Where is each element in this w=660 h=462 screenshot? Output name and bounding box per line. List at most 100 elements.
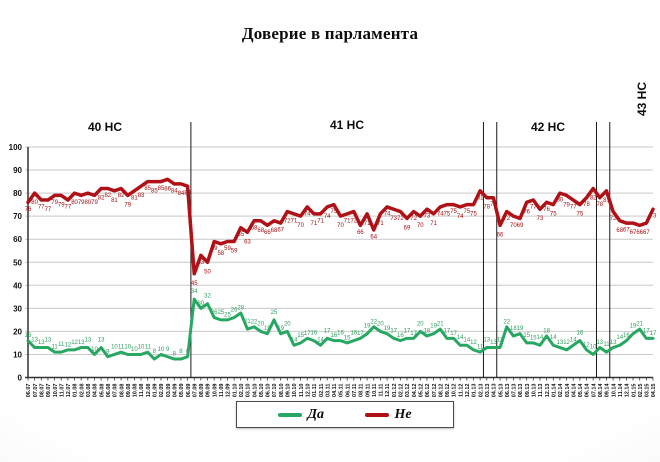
svg-text:79: 79 xyxy=(58,202,65,208)
svg-text:10: 10 xyxy=(138,344,145,350)
svg-text:71: 71 xyxy=(317,218,324,224)
svg-text:76: 76 xyxy=(25,207,32,213)
svg-text:05.08: 05.08 xyxy=(99,384,105,398)
svg-text:11: 11 xyxy=(58,342,65,348)
svg-text:07.07: 07.07 xyxy=(33,384,39,398)
svg-text:0: 0 xyxy=(18,374,23,383)
svg-text:75: 75 xyxy=(450,209,457,215)
svg-text:04.13: 04.13 xyxy=(492,384,498,398)
svg-text:13: 13 xyxy=(610,340,617,346)
svg-text:19: 19 xyxy=(517,326,524,332)
svg-text:04.15: 04.15 xyxy=(651,384,657,398)
svg-text:14: 14 xyxy=(291,338,298,344)
svg-text:45: 45 xyxy=(191,281,198,287)
svg-text:13: 13 xyxy=(490,340,497,346)
svg-text:10.13: 10.13 xyxy=(532,384,538,398)
svg-text:13: 13 xyxy=(596,340,603,346)
svg-text:74: 74 xyxy=(324,214,331,220)
svg-text:18: 18 xyxy=(510,326,517,332)
svg-text:19: 19 xyxy=(430,324,437,330)
svg-text:07.10: 07.10 xyxy=(272,384,278,398)
svg-text:18: 18 xyxy=(424,329,431,335)
svg-text:16: 16 xyxy=(397,333,404,339)
svg-text:17: 17 xyxy=(357,331,364,337)
svg-text:07.11: 07.11 xyxy=(352,384,358,397)
svg-text:09.12: 09.12 xyxy=(445,384,451,398)
svg-text:32: 32 xyxy=(204,294,211,300)
svg-text:12.13: 12.13 xyxy=(545,384,551,398)
svg-text:78: 78 xyxy=(596,202,603,208)
svg-text:10: 10 xyxy=(91,347,98,353)
svg-text:12.08: 12.08 xyxy=(146,384,152,398)
svg-text:09.08: 09.08 xyxy=(126,384,132,398)
svg-text:58: 58 xyxy=(217,251,224,257)
svg-text:20: 20 xyxy=(284,321,291,327)
section-label-40ns: 40 НС xyxy=(87,120,122,134)
svg-text:16: 16 xyxy=(25,333,32,339)
svg-text:15: 15 xyxy=(530,335,537,341)
svg-text:12.12: 12.12 xyxy=(465,384,471,398)
svg-text:79: 79 xyxy=(563,202,570,208)
svg-text:06.12: 06.12 xyxy=(425,384,431,398)
svg-text:68: 68 xyxy=(251,225,258,231)
svg-text:80: 80 xyxy=(71,200,78,206)
svg-text:17: 17 xyxy=(410,331,417,337)
svg-text:80: 80 xyxy=(84,200,91,206)
svg-text:14: 14 xyxy=(457,335,464,341)
svg-text:11: 11 xyxy=(603,342,610,348)
svg-text:74: 74 xyxy=(304,211,311,217)
svg-text:59: 59 xyxy=(224,246,231,252)
svg-text:04.09: 04.09 xyxy=(172,384,178,398)
svg-text:70: 70 xyxy=(297,223,304,229)
svg-text:13: 13 xyxy=(78,340,85,346)
svg-text:02.11: 02.11 xyxy=(319,384,325,397)
svg-text:11.07: 11.07 xyxy=(59,384,65,397)
svg-text:10.10: 10.10 xyxy=(292,384,298,398)
svg-text:13: 13 xyxy=(45,338,52,344)
svg-text:20: 20 xyxy=(417,321,424,327)
legend-item-no: Не xyxy=(365,407,412,423)
svg-text:16: 16 xyxy=(577,331,584,337)
svg-text:06.10: 06.10 xyxy=(266,384,272,398)
svg-text:74: 74 xyxy=(437,211,444,217)
svg-text:81: 81 xyxy=(131,195,138,201)
svg-text:20: 20 xyxy=(377,321,384,327)
svg-text:16: 16 xyxy=(337,331,344,337)
svg-text:17: 17 xyxy=(450,331,457,337)
svg-text:11.12: 11.12 xyxy=(458,384,464,397)
svg-text:09.14: 09.14 xyxy=(605,383,611,398)
svg-text:13: 13 xyxy=(98,338,105,344)
svg-text:22: 22 xyxy=(251,319,258,325)
svg-text:75: 75 xyxy=(550,212,557,218)
svg-text:25: 25 xyxy=(224,312,231,318)
svg-text:05.09: 05.09 xyxy=(179,384,185,398)
svg-text:05.12: 05.12 xyxy=(418,384,424,398)
svg-text:78: 78 xyxy=(490,202,497,208)
svg-text:20: 20 xyxy=(257,321,264,327)
svg-text:03.09: 03.09 xyxy=(166,384,172,398)
svg-text:17: 17 xyxy=(650,331,657,337)
svg-text:05.10: 05.10 xyxy=(259,384,265,398)
svg-text:14: 14 xyxy=(616,335,623,341)
svg-text:28: 28 xyxy=(237,305,244,311)
svg-text:17: 17 xyxy=(324,328,331,334)
svg-text:80: 80 xyxy=(13,189,22,198)
svg-text:66: 66 xyxy=(357,230,364,236)
svg-text:80: 80 xyxy=(31,200,38,206)
svg-text:10: 10 xyxy=(124,344,131,350)
svg-text:13: 13 xyxy=(84,338,91,344)
svg-text:07.14: 07.14 xyxy=(591,383,597,398)
svg-text:59: 59 xyxy=(211,246,218,252)
svg-text:08.07: 08.07 xyxy=(39,384,45,398)
svg-text:02.12: 02.12 xyxy=(399,384,405,398)
svg-text:05.13: 05.13 xyxy=(498,384,504,398)
svg-text:12: 12 xyxy=(71,340,78,346)
svg-text:10: 10 xyxy=(131,347,138,353)
svg-text:12: 12 xyxy=(583,342,590,348)
svg-text:8: 8 xyxy=(153,349,157,355)
svg-text:11: 11 xyxy=(118,345,125,351)
svg-text:11.11: 11.11 xyxy=(379,384,385,397)
chart-title: Доверие в парламента xyxy=(241,24,419,43)
svg-text:22: 22 xyxy=(370,319,377,325)
